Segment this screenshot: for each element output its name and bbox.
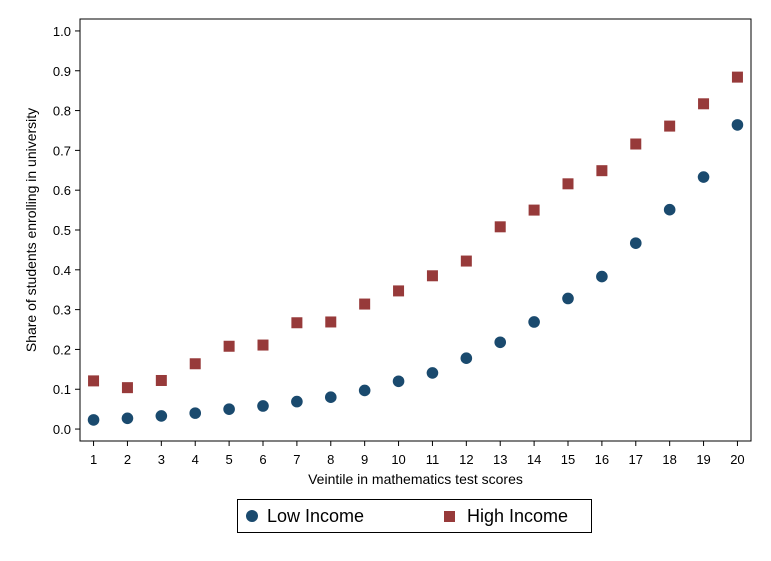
point-low-income <box>121 412 134 425</box>
x-tick-label: 7 <box>293 452 300 467</box>
point-low-income <box>528 316 540 328</box>
legend-label-low-income: Low Income <box>267 505 365 526</box>
point-high-income <box>596 165 608 177</box>
point-high-income <box>291 317 303 329</box>
x-tick-label: 13 <box>493 452 507 467</box>
y-tick-label: 0.8 <box>53 104 71 119</box>
point-high-income <box>562 178 574 190</box>
x-tick-label: 3 <box>158 452 165 467</box>
x-axis-label: Veintile in mathematics test scores <box>308 471 523 487</box>
point-low-income <box>87 414 100 426</box>
y-tick-label: 0.1 <box>53 382 71 397</box>
point-high-income <box>494 221 506 233</box>
point-high-income <box>257 339 269 351</box>
x-tick-label: 8 <box>327 452 334 467</box>
point-low-income <box>426 367 439 379</box>
x-tick-label: 20 <box>730 452 744 467</box>
point-low-income <box>223 403 235 415</box>
x-tick-label: 6 <box>259 452 266 467</box>
x-tick-label: 5 <box>225 452 232 467</box>
plot-area <box>79 18 752 442</box>
point-high-income <box>426 270 438 282</box>
point-high-income <box>393 285 405 297</box>
point-low-income <box>663 203 676 216</box>
x-tick-label: 1 <box>90 452 97 467</box>
point-low-income <box>358 384 371 397</box>
point-high-income <box>630 138 642 150</box>
point-high-income <box>325 316 337 328</box>
x-tick-label: 4 <box>192 452 199 467</box>
circle-marker-icon <box>246 510 258 522</box>
y-tick-label: 0.2 <box>53 342 71 357</box>
point-low-income <box>697 171 710 183</box>
point-high-income <box>528 204 540 216</box>
point-low-income <box>596 270 608 283</box>
x-tick-label: 16 <box>595 452 609 467</box>
point-high-income <box>359 298 371 310</box>
x-axis: 1 2 3 4 5 6 7 8 9 10 11 12 13 14 15 16 17 18 19 20 <box>90 441 745 467</box>
x-tick-label: 12 <box>459 452 473 467</box>
x-tick-label: 9 <box>361 452 368 467</box>
x-tick-label: 2 <box>124 452 131 467</box>
y-tick-label: 0.0 <box>53 422 71 437</box>
point-low-income <box>257 400 269 412</box>
point-high-income <box>155 374 167 386</box>
y-tick-label: 1.0 <box>53 24 71 39</box>
point-low-income <box>392 375 405 388</box>
y-tick-label: 0.9 <box>53 64 71 79</box>
y-tick-label: 0.4 <box>53 263 71 278</box>
point-high-income <box>121 382 133 394</box>
legend-label-high-income: High Income <box>467 505 569 526</box>
data-points <box>87 71 744 426</box>
legend-item-low-income: Low Income <box>246 500 364 532</box>
x-tick-label: 10 <box>391 452 405 467</box>
point-low-income <box>189 407 202 419</box>
x-tick-label: 19 <box>696 452 710 467</box>
legend-item-high-income: High Income <box>444 500 568 532</box>
point-high-income <box>460 255 472 267</box>
y-tick-label: 0.5 <box>53 223 71 238</box>
point-low-income <box>155 410 168 422</box>
point-low-income <box>324 391 337 404</box>
y-axis-label: Share of students enrolling in universit… <box>23 108 39 352</box>
point-high-income <box>664 120 676 132</box>
x-tick-label: 11 <box>426 452 440 467</box>
point-high-income <box>731 71 743 83</box>
y-axis: 0.0 0.1 0.2 0.3 0.4 0.5 0.6 0.7 0.8 0.9 1.0 <box>53 24 80 437</box>
point-high-income <box>88 375 100 387</box>
x-tick-label: 15 <box>561 452 575 467</box>
x-tick-label: 18 <box>662 452 676 467</box>
point-high-income <box>698 98 710 110</box>
point-high-income <box>223 340 235 352</box>
point-low-income <box>562 292 574 305</box>
x-tick-label: 14 <box>527 452 541 467</box>
point-low-income <box>460 352 473 364</box>
point-high-income <box>189 358 201 370</box>
y-tick-label: 0.3 <box>53 303 71 318</box>
y-tick-label: 0.6 <box>53 183 71 198</box>
legend: Low Income High Income <box>237 499 592 533</box>
x-tick-label: 17 <box>629 452 643 467</box>
point-low-income <box>291 395 303 408</box>
y-tick-label: 0.7 <box>53 143 71 158</box>
point-low-income <box>494 336 507 349</box>
point-low-income <box>629 237 642 249</box>
square-marker-icon <box>444 510 455 522</box>
point-low-income <box>731 119 744 131</box>
